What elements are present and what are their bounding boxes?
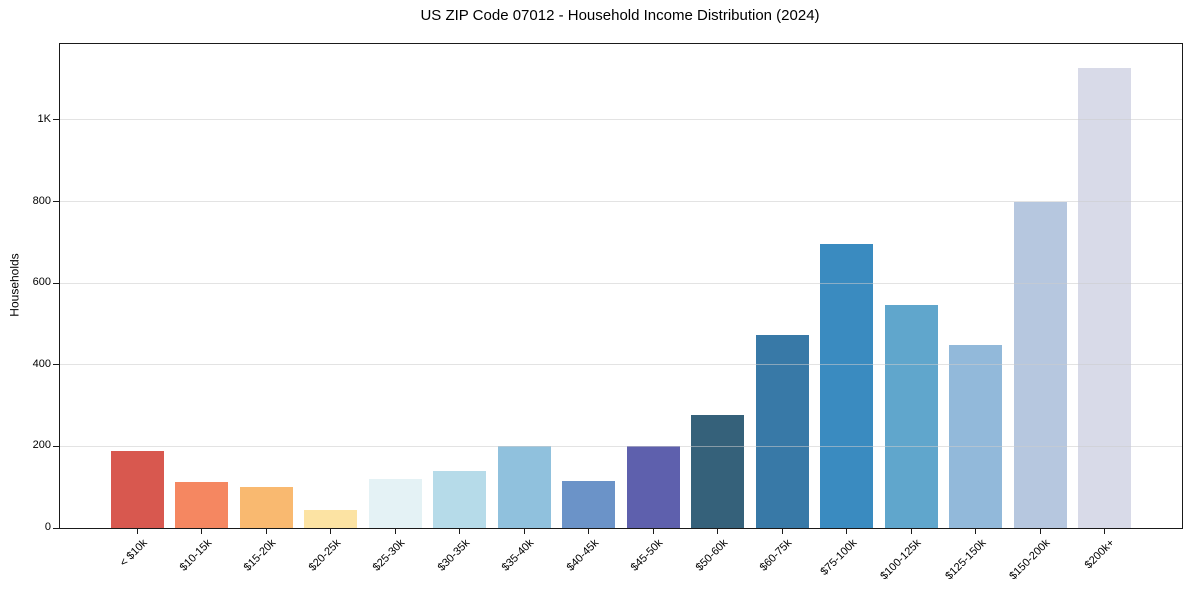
x-tick-mark [975, 529, 977, 534]
bar-slot-1: < $10k [110, 44, 164, 569]
x-tick-label: $15-20k [242, 537, 279, 574]
bar-slot-10: $50-60k [691, 44, 745, 574]
x-tick-label: $50-60k [693, 537, 731, 574]
bar-slot-13: $100-125k [878, 44, 938, 582]
x-tick-label: $25-30k [371, 537, 408, 574]
x-tick-mark [588, 529, 590, 534]
bar-slot-16: $200k+ [1078, 44, 1132, 571]
x-tick-mark [1039, 529, 1041, 534]
y-tick-mark [53, 201, 59, 203]
chart-title: US ZIP Code 07012 - Household Income Dis… [420, 7, 820, 24]
x-tick-mark [781, 529, 783, 534]
bar-10 [691, 414, 745, 528]
y-tick-mark [53, 527, 59, 529]
x-tick-mark [459, 529, 461, 534]
x-tick-mark [910, 529, 912, 534]
x-tick-mark [330, 529, 332, 534]
bar-9 [626, 445, 680, 528]
bar-7 [497, 445, 551, 528]
x-tick-mark [201, 529, 203, 534]
x-tick-mark [523, 529, 525, 534]
y-tick-mark [53, 119, 59, 121]
bar-8 [562, 481, 616, 528]
x-tick-mark [394, 529, 396, 534]
x-tick-label: $45-50k [629, 537, 666, 574]
bar-16 [1078, 68, 1132, 528]
x-tick-mark [265, 529, 267, 534]
bar-slot-12: $75-100k [818, 44, 874, 578]
bar-slot-11: $60-75k [755, 44, 809, 574]
bar-13 [884, 304, 938, 528]
bar-slot-4: $20-25k [304, 44, 358, 574]
bar-6 [433, 470, 487, 528]
bar-2 [175, 481, 229, 528]
bar-5 [368, 479, 422, 528]
y-tick-marks [53, 44, 1182, 529]
x-tick-label: $40-45k [564, 537, 602, 574]
x-tick-label: < $10k [117, 537, 150, 570]
bar-slot-2: $10-15k [175, 44, 229, 574]
y-tick-label: 600 [32, 276, 51, 289]
y-tick-mark [53, 282, 59, 284]
x-tick-mark [1104, 529, 1106, 534]
bar-11 [755, 334, 809, 528]
x-tick-label: $150-200k [1007, 537, 1053, 583]
bar-slot-6: $30-35k [433, 44, 487, 574]
y-tick-label: 200 [32, 439, 51, 452]
bars-container: < $10k $10-15k $15-20k $20-25k $25-30k $30-35… [60, 44, 1182, 582]
x-tick-mark [846, 529, 848, 534]
x-tick-label: $20-25k [306, 537, 344, 574]
x-tick-mark [652, 529, 654, 534]
bar-slot-14: $125-150k [943, 44, 1003, 582]
x-tick-mark [136, 529, 138, 534]
x-tick-label: $60-75k [758, 537, 795, 574]
x-tick-label: $75-100k [818, 537, 860, 578]
x-tick-label: $30-35k [435, 537, 473, 574]
bar-12 [820, 243, 874, 528]
x-tick-label: $125-150k [942, 537, 989, 583]
bar-3 [239, 487, 293, 528]
bar-slot-8: $40-45k [562, 44, 616, 574]
y-tick-label: 800 [32, 194, 51, 207]
bar-slot-9: $45-50k [626, 44, 680, 574]
y-tick-labels: 0 200 400 600 800 1K [0, 43, 51, 533]
y-tick-label: 400 [32, 357, 51, 370]
bar-slot-7: $35-40k [497, 44, 551, 574]
y-tick-label: 0 [44, 521, 51, 533]
x-tick-label: $35-40k [500, 537, 537, 574]
y-tick-mark [53, 445, 59, 447]
y-tick-mark [53, 364, 59, 366]
bar-15 [1013, 202, 1067, 528]
bar-4 [304, 510, 358, 528]
x-tick-label: $10-15k [177, 537, 215, 574]
y-tick-label: 1K [37, 112, 51, 125]
bar-slot-5: $25-30k [368, 44, 422, 574]
x-tick-label: $200k+ [1083, 537, 1118, 572]
plot-area: < $10k $10-15k $15-20k $20-25k $25-30k $30-35… [53, 43, 1183, 582]
x-tick-label: $100-125k [878, 537, 924, 583]
x-tick-mark [717, 529, 719, 534]
bar-slot-15: $150-200k [1007, 44, 1067, 582]
bar-1 [110, 451, 164, 528]
bar-14 [949, 345, 1003, 528]
bar-slot-3: $15-20k [239, 44, 293, 574]
